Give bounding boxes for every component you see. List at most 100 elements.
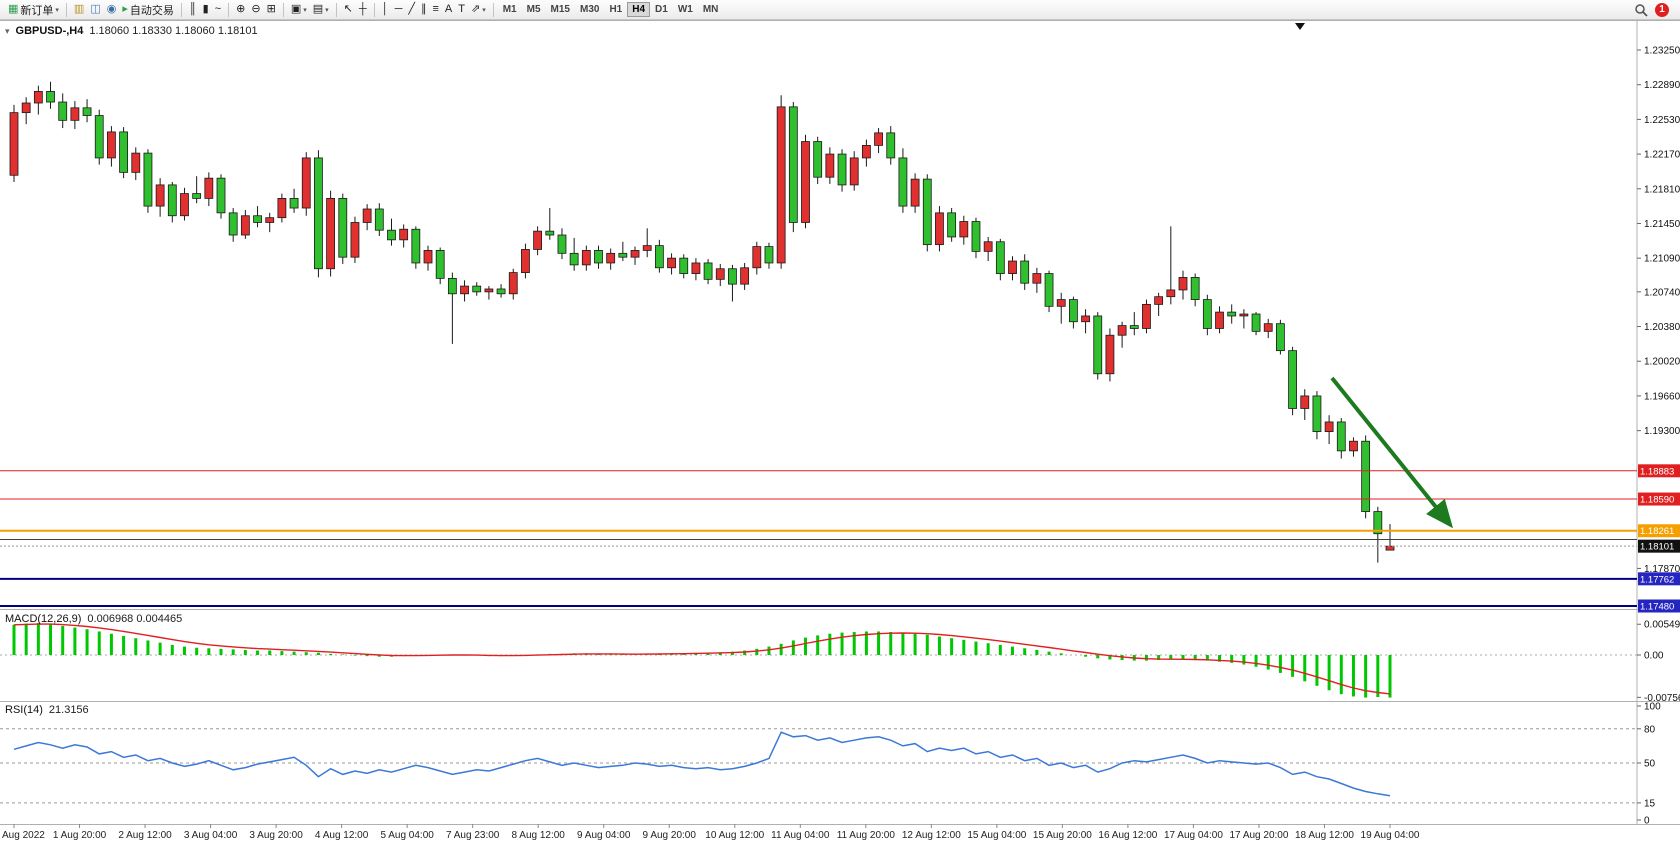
profiles-icon[interactable]: ▤ ▾: [310, 3, 332, 16]
market-watch-icon-glyph: ◫: [90, 3, 101, 15]
new-order-button-glyph: ▦: [8, 3, 19, 15]
trendline-icon[interactable]: ╱: [405, 3, 418, 16]
tf-mn[interactable]: MN: [698, 2, 724, 17]
tf-w1[interactable]: W1: [673, 2, 698, 17]
macd-indicator-name: MACD(12,26,9): [5, 613, 82, 625]
toolbar: ▦ 新订单 ▾ ▥ ◫ ◉ ▸ 自动交易 ║ ▮ ~ ⊕ ⊖ ⊞ ▣ ▾ ▤ ▾ ↖ ┼ │ ─ ╱ ∥ ≡ A T ⇗ ▾ M1 M5 M1…: [0, 0, 1680, 20]
auto-trading-button-glyph: ▸: [122, 3, 128, 15]
navigator-icon-glyph: ◉: [106, 3, 117, 15]
charts-icon-glyph: ▥: [73, 3, 85, 15]
rsi-axis-label: 50: [1644, 759, 1656, 770]
line-chart-type-icon[interactable]: ~: [212, 3, 224, 16]
time-axis-label: 5 Aug 04:00: [380, 830, 434, 841]
label-icon[interactable]: T: [455, 3, 468, 16]
notification-badge[interactable]: 1: [1655, 2, 1669, 17]
sell-arrow[interactable]: [1330, 376, 1454, 529]
toolbar-separator: [282, 2, 284, 17]
navigator-icon[interactable]: ◉: [104, 3, 120, 16]
tf-d1[interactable]: D1: [650, 2, 673, 17]
vertical-line-icon[interactable]: │: [379, 3, 392, 16]
time-axis-label: 17 Aug 20:00: [1229, 830, 1288, 841]
time-axis-label: 8 Aug 12:00: [511, 830, 565, 841]
time-axis-label: 9 Aug 20:00: [643, 830, 697, 841]
tile-windows-icon[interactable]: ⊞: [264, 3, 279, 16]
auto-trading-button[interactable]: ▸ 自动交易: [119, 1, 177, 19]
text-icon-glyph: A: [444, 3, 453, 15]
chart-shift-marker[interactable]: [1295, 23, 1305, 30]
time-axis-label: 2 Aug 12:00: [118, 830, 172, 841]
horizontal-line-icon[interactable]: ─: [392, 3, 406, 16]
time-axis-label: 15 Aug 04:00: [967, 830, 1026, 841]
zoom-in-icon-glyph: ⊕: [236, 3, 246, 15]
toolbar-buttons: ▦ 新订单 ▾ ▥ ◫ ◉ ▸ 自动交易 ║ ▮ ~ ⊕ ⊖ ⊞ ▣ ▾ ▤ ▾ ↖ ┼ │ ─ ╱ ∥ ≡ A T ⇗ ▾ M1 M5 M1…: [5, 0, 723, 19]
toolbar-separator: [335, 2, 337, 17]
support-line-blue-2-badge: [1638, 599, 1680, 613]
tf-h1-label: H1: [609, 4, 623, 15]
crosshair-icon[interactable]: ┼: [356, 3, 370, 16]
tf-m5[interactable]: M5: [522, 2, 546, 17]
bid-line-badge: [1638, 539, 1680, 553]
rsi-axis-label: 80: [1644, 724, 1656, 735]
time-axis-label: 18 Aug 12:00: [1295, 830, 1354, 841]
tf-m1[interactable]: M1: [498, 2, 522, 17]
price-axis-label: 1.19300: [1644, 426, 1680, 437]
crosshair-icon-glyph: ┼: [358, 3, 367, 15]
horizontal-line-icon-glyph: ─: [394, 3, 403, 15]
time-axis-label: 9 Aug 04:00: [577, 830, 631, 841]
support-line-blue-1-badge: [1638, 572, 1680, 586]
vertical-line-icon-glyph: │: [381, 3, 389, 15]
tf-m30[interactable]: M30: [575, 2, 604, 17]
bar-chart-type-icon[interactable]: ║: [186, 3, 200, 16]
chart-context-menu-arrow[interactable]: ▾: [5, 26, 10, 36]
profiles-icon-glyph: ▤: [312, 3, 324, 15]
tf-h4[interactable]: H4: [627, 2, 651, 17]
arrows-icon-dropdown-arrow[interactable]: ▾: [482, 6, 486, 14]
toolbar-separator: [228, 2, 230, 17]
new-order-button-dropdown-arrow[interactable]: ▾: [55, 6, 59, 14]
time-axis-label: 3 Aug 20:00: [249, 830, 303, 841]
zoom-in-icon[interactable]: ⊕: [233, 3, 248, 16]
toolbar-separator: [180, 2, 182, 17]
zoom-out-icon[interactable]: ⊖: [248, 3, 263, 16]
price-axis-label: 1.17870: [1644, 564, 1680, 575]
toolbar-separator: [492, 2, 494, 17]
bid-line-badge-label: 1.18101: [1640, 542, 1674, 553]
new-order-button[interactable]: ▦ 新订单 ▾: [5, 1, 62, 19]
channel-icon[interactable]: ∥: [418, 3, 430, 16]
profiles-icon-dropdown-arrow[interactable]: ▾: [325, 6, 329, 14]
price-axis-label: 1.23250: [1644, 46, 1680, 57]
time-axis-label: 1 Aug 20:00: [53, 830, 107, 841]
rsi-indicator-value: 21.3156: [48, 704, 89, 716]
bar-chart-type-icon-glyph: ║: [188, 3, 197, 15]
rsi-label: RSI(14) 21.3156: [5, 704, 89, 716]
charts-icon[interactable]: ▥: [71, 3, 87, 16]
time-axis-label: 7 Aug 23:00: [446, 830, 500, 841]
macd-axis-label: 0.00: [1644, 651, 1664, 662]
price-axis-label: 1.20020: [1644, 357, 1680, 368]
toolbar-separator: [373, 2, 375, 17]
text-icon[interactable]: A: [442, 3, 455, 16]
arrows-icon[interactable]: ⇗ ▾: [468, 3, 489, 16]
new-chart-icon[interactable]: ▣ ▾: [288, 3, 310, 16]
toolbar-separator: [65, 2, 67, 17]
time-axis-label: 15 Aug 20:00: [1033, 830, 1092, 841]
fibonacci-icon[interactable]: ≡: [429, 3, 441, 16]
candles-series: [9, 81, 1395, 563]
tf-h1[interactable]: H1: [604, 2, 627, 17]
candle-chart-type-icon[interactable]: ▮: [200, 3, 212, 16]
tile-windows-icon-glyph: ⊞: [266, 3, 276, 15]
cursor-icon[interactable]: ↖: [341, 3, 356, 16]
new-chart-icon-dropdown-arrow[interactable]: ▾: [303, 6, 307, 14]
resistance-line-1-badge: [1638, 464, 1680, 478]
price-axis-label: 1.22890: [1644, 80, 1680, 91]
macd-signal-line: [13, 623, 1391, 695]
time-axis-label: 16 Aug 12:00: [1098, 830, 1157, 841]
new-order-button-label: 新订单: [20, 4, 54, 17]
fibonacci-icon-glyph: ≡: [432, 3, 439, 15]
tf-d1-label: D1: [655, 4, 668, 15]
market-watch-icon[interactable]: ◫: [87, 3, 103, 16]
tf-m15[interactable]: M15: [546, 2, 575, 17]
chart-title-bar: ▾ GBPUSD-,H4 1.18060 1.18330 1.18060 1.1…: [5, 25, 258, 37]
search-icon[interactable]: [1634, 3, 1648, 17]
